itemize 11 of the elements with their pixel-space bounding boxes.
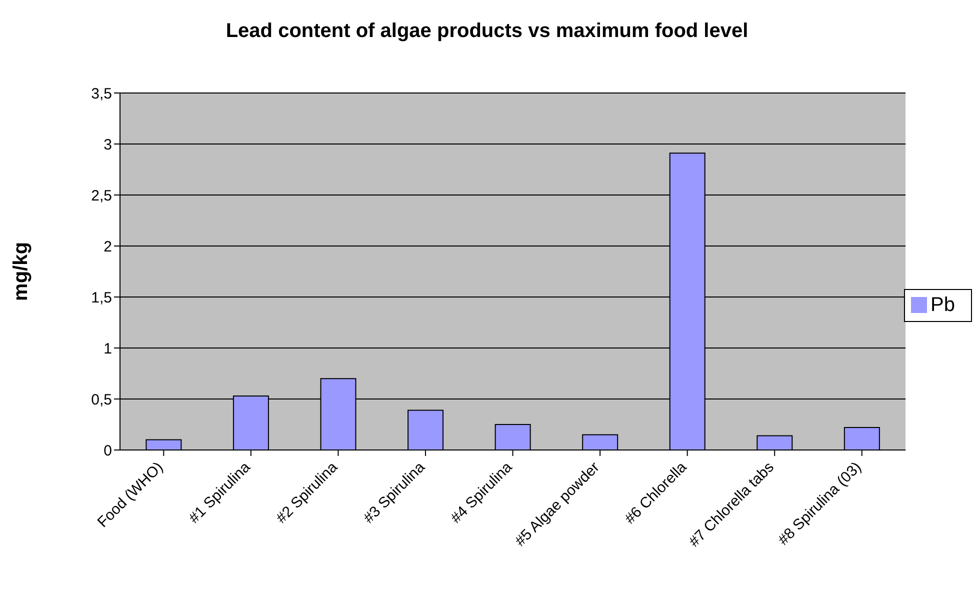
- y-tick-label: 2,5: [91, 187, 112, 204]
- legend-label: Pb: [930, 294, 955, 316]
- y-axis-title: mg/kg: [10, 242, 32, 301]
- y-tick-label: 3,5: [91, 85, 112, 102]
- y-tick-label: 1: [104, 340, 112, 358]
- y-tick-label: 1,5: [91, 289, 112, 306]
- y-tick-label: 0: [104, 442, 112, 460]
- y-tick-label: 3: [104, 136, 112, 154]
- y-tick-label: 0,5: [91, 391, 112, 408]
- chart-title: Lead content of algae products vs maximum food level: [224, 20, 750, 43]
- y-tick-label: 2: [104, 238, 112, 256]
